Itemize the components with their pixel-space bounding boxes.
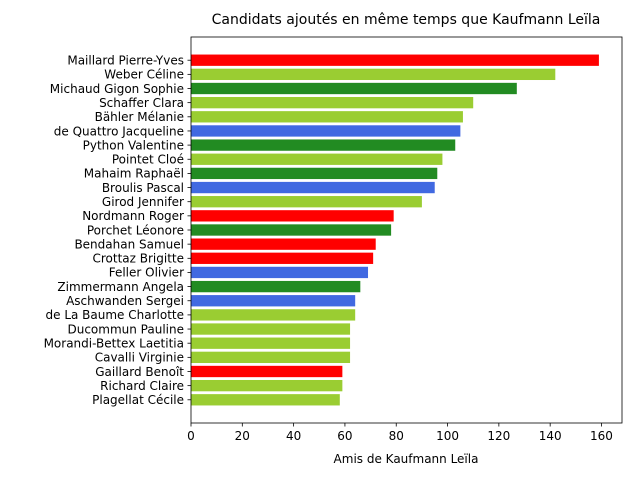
bar xyxy=(191,323,351,335)
x-tick-label: 80 xyxy=(389,429,404,443)
y-tick-label: Aschwanden Sergei xyxy=(66,294,184,308)
y-tick-label: Bähler Mélanie xyxy=(95,110,184,124)
y-tick-label: Schaffer Clara xyxy=(99,96,184,110)
y-tick-label: Michaud Gigon Sophie xyxy=(50,82,184,96)
y-tick-label: Maillard Pierre-Yves xyxy=(67,54,184,68)
bar xyxy=(191,210,394,222)
x-tick-label: 140 xyxy=(539,429,562,443)
bar xyxy=(191,96,474,109)
x-tick-label: 20 xyxy=(235,429,250,443)
bar xyxy=(191,351,351,364)
bar xyxy=(191,139,456,151)
bar xyxy=(191,252,374,264)
y-tick-label: Zimmermann Angela xyxy=(57,280,184,294)
y-tick-label: Nordmann Roger xyxy=(82,209,184,223)
y-tick-label: de Quattro Jacqueline xyxy=(54,124,184,138)
y-tick-label: Mahaim Raphaël xyxy=(84,167,184,181)
bar xyxy=(191,280,361,293)
y-tick-label: Broulis Pascal xyxy=(102,181,184,195)
y-tick-label: Weber Céline xyxy=(104,68,184,82)
y-tick-label: Pointet Cloé xyxy=(112,153,184,167)
y-tick-label: de La Baume Charlotte xyxy=(46,308,185,322)
bar xyxy=(191,337,351,349)
bar xyxy=(191,394,340,406)
y-tick-label: Richard Claire xyxy=(100,379,184,393)
y-tick-label: Bendahan Samuel xyxy=(74,237,184,251)
bar xyxy=(191,68,556,81)
x-axis-label: Amis de Kaufmann Leïla xyxy=(334,452,479,466)
y-tick-label: Crottaz Brigitte xyxy=(92,252,184,266)
bar xyxy=(191,379,343,392)
bar xyxy=(191,111,463,123)
bar xyxy=(191,238,376,250)
bar xyxy=(191,309,356,321)
bar xyxy=(191,153,443,165)
bar xyxy=(191,196,422,208)
bar xyxy=(191,266,369,279)
y-tick-label: Feller Olivier xyxy=(109,266,184,280)
y-tick-label: Girod Jennifer xyxy=(102,195,184,209)
y-tick-label: Cavalli Virginie xyxy=(95,351,184,365)
bar xyxy=(191,365,343,378)
y-tick-label: Plagellat Cécile xyxy=(92,393,184,407)
axes-frame xyxy=(190,36,623,424)
x-tick-label: 160 xyxy=(590,429,613,443)
x-tick-label: 100 xyxy=(436,429,459,443)
y-tick-label: Python Valentine xyxy=(83,138,184,152)
x-tick-label: 0 xyxy=(187,429,195,443)
bar xyxy=(191,125,461,137)
y-tick-label: Morandi-Bettex Laetitia xyxy=(44,336,184,350)
y-tick-label: Porchet Léonore xyxy=(87,223,184,237)
bar xyxy=(191,54,599,66)
bar xyxy=(191,295,356,307)
y-tick-label: Gaillard Benoît xyxy=(95,365,184,379)
bar xyxy=(191,167,438,180)
bar xyxy=(191,82,517,95)
x-tick-label: 40 xyxy=(286,429,301,443)
chart-title: Candidats ajoutés en même temps que Kauf… xyxy=(212,12,601,28)
bar xyxy=(191,224,392,236)
y-tick-label: Ducommun Pauline xyxy=(67,322,184,336)
bar xyxy=(191,181,435,194)
x-tick-label: 120 xyxy=(487,429,510,443)
x-tick-label: 60 xyxy=(337,429,352,443)
